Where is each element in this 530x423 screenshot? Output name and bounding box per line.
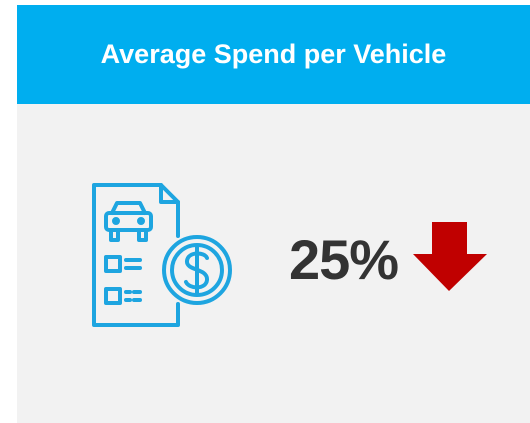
kpi-card: Average Spend per Vehicle 25%	[17, 5, 530, 423]
document-icon	[92, 183, 232, 327]
down-arrow	[413, 222, 487, 291]
card-title: Average Spend per Vehicle	[17, 5, 530, 104]
kpi-value: 25%	[289, 228, 399, 291]
